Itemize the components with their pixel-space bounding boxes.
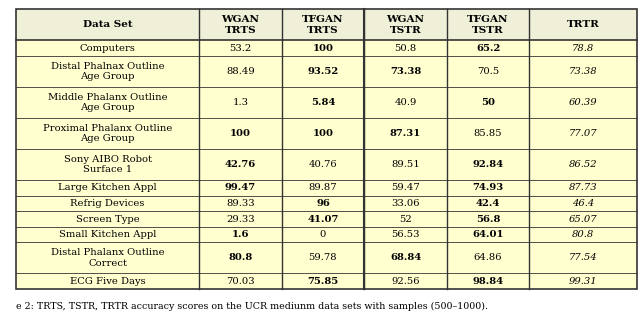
Text: 42.4: 42.4 — [476, 199, 500, 208]
Text: 89.33: 89.33 — [226, 199, 255, 208]
Text: 100: 100 — [312, 44, 333, 53]
Bar — [16, 227, 637, 242]
Bar — [16, 118, 637, 149]
Bar — [16, 87, 637, 118]
Text: 87.31: 87.31 — [390, 129, 421, 138]
Text: ECG Five Days: ECG Five Days — [70, 277, 145, 286]
Text: 0: 0 — [320, 230, 326, 239]
Text: 46.4: 46.4 — [572, 199, 594, 208]
Text: 92.56: 92.56 — [391, 277, 420, 286]
Text: Large Kitchen Appl: Large Kitchen Appl — [58, 183, 157, 192]
Text: 59.78: 59.78 — [308, 253, 337, 262]
Text: 74.93: 74.93 — [472, 183, 504, 192]
Text: 50: 50 — [481, 98, 495, 107]
Text: Small Kitchen Appl: Small Kitchen Appl — [59, 230, 156, 239]
Text: Refrig Devices: Refrig Devices — [70, 199, 145, 208]
Text: e 2: TRTS, TSTR, TRTR accuracy scores on the UCR mediunm data sets with samples : e 2: TRTS, TSTR, TRTR accuracy scores on… — [16, 302, 488, 311]
Bar — [16, 9, 637, 289]
Text: 99.31: 99.31 — [569, 277, 597, 286]
Text: 77.07: 77.07 — [569, 129, 597, 138]
Text: 80.8: 80.8 — [228, 253, 253, 262]
Text: 33.06: 33.06 — [391, 199, 420, 208]
Text: 75.85: 75.85 — [307, 277, 339, 286]
Text: 65.2: 65.2 — [476, 44, 500, 53]
Bar — [16, 9, 637, 40]
Text: 42.76: 42.76 — [225, 160, 256, 169]
Text: 88.49: 88.49 — [226, 67, 255, 76]
Text: 96: 96 — [316, 199, 330, 208]
Text: 68.84: 68.84 — [390, 253, 421, 262]
Text: 99.47: 99.47 — [225, 183, 256, 192]
Text: 56.8: 56.8 — [476, 214, 500, 223]
Text: Distal Phalanx Outline
Correct: Distal Phalanx Outline Correct — [51, 248, 164, 268]
Text: 5.84: 5.84 — [311, 98, 335, 107]
Text: 64.86: 64.86 — [474, 253, 502, 262]
Text: Sony AIBO Robot
Surface 1: Sony AIBO Robot Surface 1 — [63, 155, 152, 174]
Text: 40.9: 40.9 — [394, 98, 417, 107]
Text: 52: 52 — [399, 214, 412, 223]
Text: 89.51: 89.51 — [391, 160, 420, 169]
Bar — [16, 196, 637, 211]
Text: 64.01: 64.01 — [472, 230, 504, 239]
Text: 56.53: 56.53 — [391, 230, 420, 239]
Text: 70.5: 70.5 — [477, 67, 499, 76]
Text: WGAN
TRTS: WGAN TRTS — [221, 15, 259, 35]
Text: Data Set: Data Set — [83, 20, 132, 29]
Bar — [16, 40, 637, 56]
Text: 60.39: 60.39 — [569, 98, 597, 107]
Text: 41.07: 41.07 — [307, 214, 339, 223]
Bar — [16, 56, 637, 87]
Text: 93.52: 93.52 — [307, 67, 339, 76]
Text: 87.73: 87.73 — [569, 183, 597, 192]
Text: TFGAN
TSTR: TFGAN TSTR — [467, 15, 509, 35]
Text: WGAN
TSTR: WGAN TSTR — [387, 15, 424, 35]
Text: Computers: Computers — [79, 44, 136, 53]
Text: 50.8: 50.8 — [394, 44, 417, 53]
Text: 70.03: 70.03 — [226, 277, 255, 286]
Text: 29.33: 29.33 — [226, 214, 255, 223]
Text: 92.84: 92.84 — [472, 160, 504, 169]
Bar — [16, 180, 637, 196]
Text: 65.07: 65.07 — [569, 214, 597, 223]
Text: 100: 100 — [230, 129, 251, 138]
Bar — [16, 211, 637, 227]
Text: 53.2: 53.2 — [229, 44, 252, 53]
Bar — [16, 273, 637, 289]
Text: 80.8: 80.8 — [572, 230, 594, 239]
Text: TRTR: TRTR — [566, 20, 600, 29]
Text: 59.47: 59.47 — [391, 183, 420, 192]
Text: 78.8: 78.8 — [572, 44, 594, 53]
Text: 85.85: 85.85 — [474, 129, 502, 138]
Text: 1.3: 1.3 — [232, 98, 248, 107]
Text: 98.84: 98.84 — [472, 277, 504, 286]
Text: 86.52: 86.52 — [569, 160, 597, 169]
Text: TFGAN
TRTS: TFGAN TRTS — [302, 15, 344, 35]
Text: 40.76: 40.76 — [308, 160, 337, 169]
Text: Screen Type: Screen Type — [76, 214, 140, 223]
Bar — [16, 149, 637, 180]
Text: 73.38: 73.38 — [390, 67, 421, 76]
Bar — [16, 242, 637, 273]
Text: Distal Phalnax Outline
Age Group: Distal Phalnax Outline Age Group — [51, 62, 164, 81]
Text: 77.54: 77.54 — [569, 253, 597, 262]
Text: 1.6: 1.6 — [232, 230, 249, 239]
Text: 73.38: 73.38 — [569, 67, 597, 76]
Text: Middle Phalanx Outline
Age Group: Middle Phalanx Outline Age Group — [48, 93, 168, 112]
Text: 89.87: 89.87 — [308, 183, 337, 192]
Text: Proximal Phalanx Outline
Age Group: Proximal Phalanx Outline Age Group — [43, 124, 172, 143]
Text: 100: 100 — [312, 129, 333, 138]
